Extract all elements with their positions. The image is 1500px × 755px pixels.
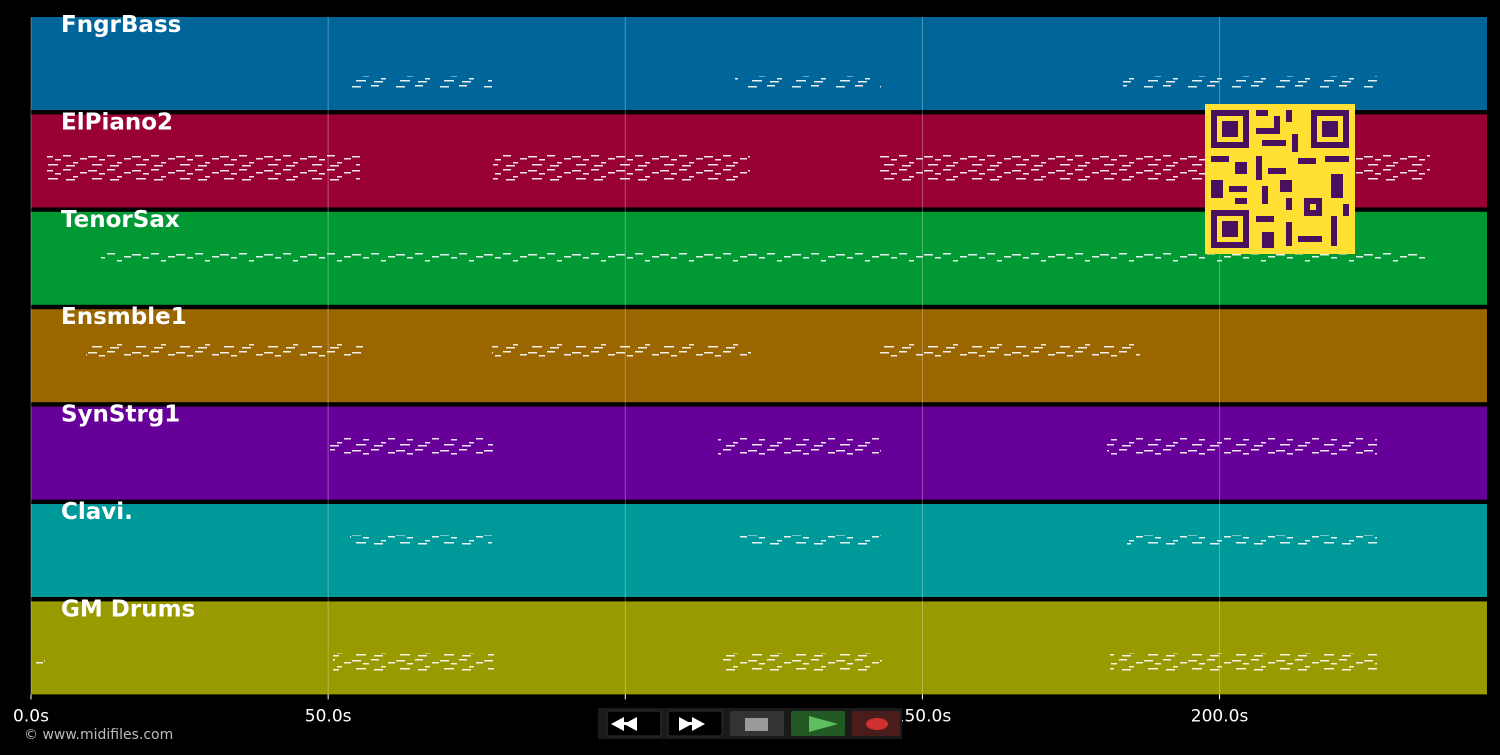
- track-name: TenorSax: [61, 207, 180, 233]
- track-lane: [31, 17, 1487, 110]
- copyright: © www.midifiles.com: [24, 727, 173, 743]
- stop-button[interactable]: [730, 711, 784, 736]
- play-button[interactable]: [791, 711, 845, 736]
- track-name: SynStrg1: [61, 402, 180, 428]
- tick-label: 0.0s: [13, 706, 49, 726]
- tick-label: 200.0s: [1191, 706, 1249, 726]
- tick-label: 150.0s: [894, 706, 952, 726]
- fast-forward-button[interactable]: [667, 710, 723, 737]
- rewind-button[interactable]: [606, 710, 662, 737]
- record-button[interactable]: [852, 711, 900, 736]
- tick-label: 50.0s: [305, 706, 352, 726]
- qr-code: [1205, 104, 1355, 254]
- track-name: GM Drums: [61, 596, 195, 622]
- track-lane: [31, 504, 1487, 597]
- track-name: Ensmble1: [61, 304, 187, 330]
- track-name: ElPiano2: [61, 109, 173, 135]
- track-lane: [31, 601, 1487, 695]
- track-name: Clavi.: [61, 499, 133, 525]
- transport-controls: [598, 708, 902, 739]
- track-name: FngrBass: [61, 12, 181, 38]
